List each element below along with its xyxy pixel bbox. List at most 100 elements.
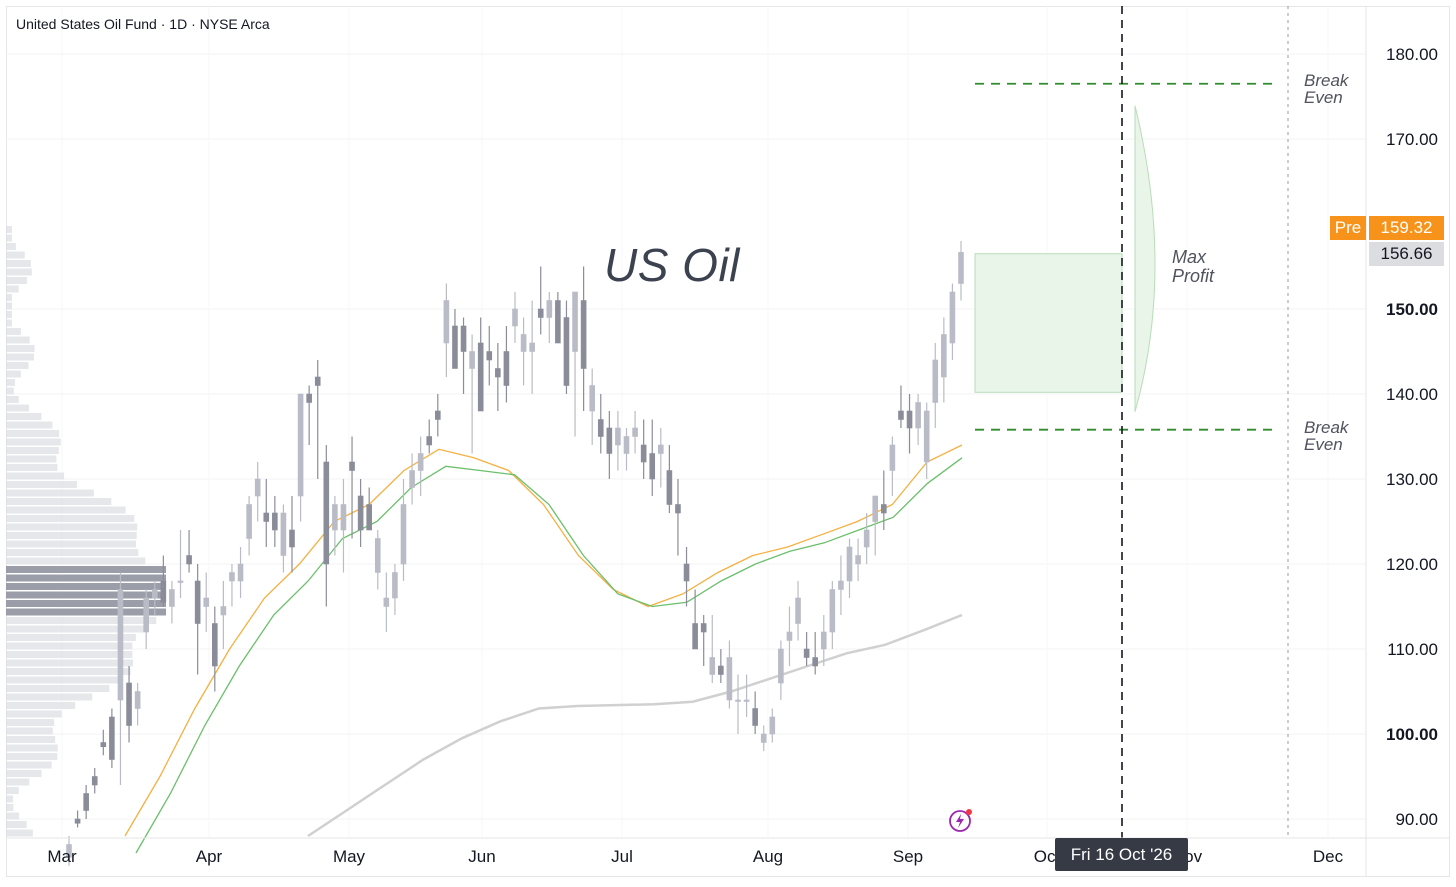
candle-body (66, 844, 72, 858)
volume-profile-bar (6, 251, 25, 259)
x-tick-label: Aug (753, 847, 783, 866)
candle-body (735, 699, 741, 702)
volume-profile-bar (6, 685, 110, 692)
candle-body (803, 648, 810, 658)
volume-profile-bar (6, 447, 59, 454)
candle-body (589, 385, 595, 412)
volume-profile-bar (6, 506, 126, 514)
candle-body (237, 563, 244, 582)
candle-body (91, 776, 98, 786)
volume-profile-bar (6, 651, 133, 658)
candle-body (718, 665, 724, 675)
candle-body (280, 512, 287, 556)
volume-profile-bar (6, 336, 30, 344)
candle-body (503, 351, 510, 386)
candle-body (906, 410, 913, 429)
volume-profile-bar (6, 761, 52, 769)
volume-profile-bar (6, 498, 112, 505)
candle-body (151, 589, 158, 599)
volume-profile-bar (6, 226, 12, 233)
candle-body (846, 546, 853, 582)
volume-profile-bar (6, 285, 19, 293)
candle-body (529, 342, 535, 352)
candle-body (872, 495, 879, 522)
volume-profile-bar (6, 523, 138, 531)
volume-profile-bar (6, 319, 12, 327)
candle-body (443, 300, 450, 344)
candle-body (117, 589, 124, 701)
candle-body (949, 291, 956, 344)
candle-body (74, 818, 81, 824)
candle-body (898, 410, 904, 420)
volume-profile-bar (6, 243, 16, 250)
break-even-upper-label: Break Even (1304, 72, 1348, 106)
volume-profile-bar (6, 515, 135, 522)
ema-mid-line (135, 457, 963, 854)
candle-body (923, 410, 930, 463)
candle-body (580, 300, 587, 369)
volume-profile-bar (6, 540, 136, 548)
candle-body (666, 470, 673, 505)
candle-body (881, 504, 887, 514)
candle-body (820, 631, 827, 650)
candle-body (829, 589, 836, 633)
y-tick-label: 170.00 (1386, 130, 1438, 149)
volume-profile-bar (6, 455, 57, 463)
volume-profile-bar (6, 566, 166, 573)
volume-profile-bar (6, 438, 61, 446)
candle-body (795, 597, 801, 624)
y-tick-label: 180.00 (1386, 45, 1438, 64)
volume-profile-bar (6, 260, 31, 267)
volume-profile-bar (6, 549, 139, 556)
candle-body (452, 325, 458, 369)
candle-body (778, 648, 784, 684)
candle-body (537, 308, 544, 318)
candle-body (297, 393, 304, 497)
volume-profile-bar (6, 591, 166, 599)
volume-profile-bar (6, 379, 15, 386)
candle-body (357, 495, 364, 531)
candle-body (263, 512, 270, 522)
volume-profile-bar (6, 795, 14, 803)
max-profit-box (974, 253, 1123, 393)
chart-title-annotation: US Oil (604, 239, 740, 291)
volume-profile-bar (6, 404, 29, 412)
candle-body (700, 623, 707, 633)
candle-body (675, 504, 681, 514)
x-tick-label: Dec (1313, 847, 1344, 866)
candle-body (692, 623, 698, 650)
volume-profile-bar (6, 387, 14, 395)
y-tick-label: 130.00 (1386, 470, 1438, 489)
volume-profile-bar (6, 778, 30, 786)
x-tick-label: Apr (196, 847, 223, 866)
lightning-icon[interactable] (948, 808, 972, 832)
volume-profile-bar (6, 617, 157, 624)
volume-profile-bar (6, 370, 21, 378)
candle-body (417, 453, 424, 471)
last-price-badge: 156.66 (1369, 242, 1444, 266)
max-profit-label: Max Profit (1172, 248, 1214, 286)
candle-body (649, 453, 656, 480)
candles (66, 241, 964, 866)
candle-body (495, 368, 501, 378)
candle-body (349, 461, 355, 471)
volume-profile-bar (6, 787, 19, 794)
candle-body (546, 300, 553, 318)
max-profit-word-2: Profit (1172, 266, 1215, 286)
candle-body (212, 623, 218, 667)
x-tick-label: Oct (1034, 847, 1061, 866)
candle-body (109, 716, 115, 760)
y-tick-label: 120.00 (1386, 555, 1438, 574)
candle-body (409, 470, 415, 488)
crosshair-date-badge: Fri 16 Oct '26 (1055, 838, 1188, 871)
profit-arc (1134, 105, 1156, 412)
volume-profile-bar (6, 574, 166, 582)
candle-body (160, 580, 167, 603)
candle-body (726, 657, 733, 701)
x-tick-label: Sep (893, 847, 923, 866)
candle-body (683, 563, 690, 582)
candle-body (289, 529, 295, 548)
x-tick-label: Jul (611, 847, 633, 866)
candle-body (469, 351, 475, 369)
